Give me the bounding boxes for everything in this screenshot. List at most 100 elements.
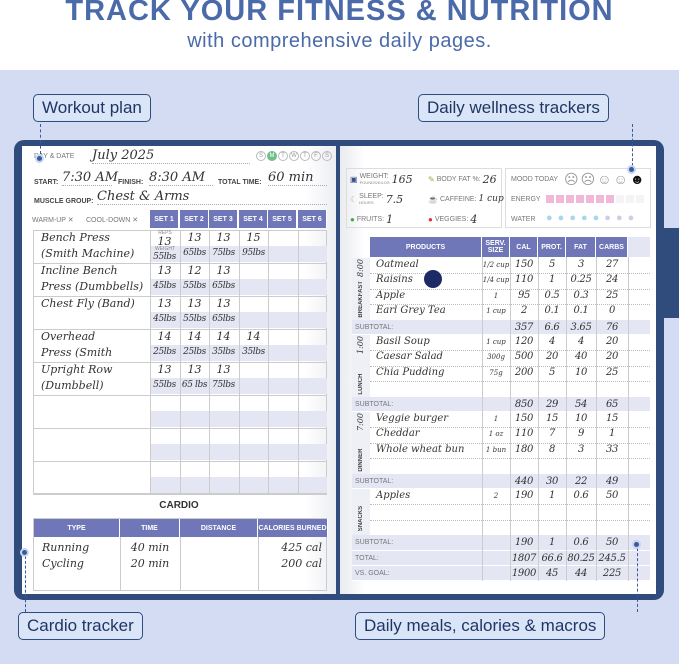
meal-time[interactable]: 7:00	[356, 413, 365, 431]
meal-cell[interactable]: 1 cup	[486, 307, 506, 316]
reps-value[interactable]: 13	[216, 363, 231, 376]
energy-box[interactable]	[626, 195, 634, 203]
water-drop-icon[interactable]: ●	[604, 212, 611, 224]
meal-cell[interactable]: 0.6	[573, 490, 589, 501]
reps-value[interactable]: 14	[246, 330, 261, 343]
mood-face-icon-0[interactable]: ☹	[564, 171, 579, 187]
water-drop-icon[interactable]: ●	[557, 212, 565, 224]
energy-box[interactable]	[546, 195, 554, 203]
meal-cell[interactable]: Apples	[376, 490, 411, 501]
meal-cell[interactable]: 4	[577, 336, 585, 347]
meal-cell[interactable]: 20	[605, 336, 619, 347]
meal-cell[interactable]: 0	[608, 305, 616, 317]
reps-value[interactable]: 13	[216, 297, 231, 310]
meal-cell[interactable]: 1	[548, 490, 556, 501]
meal-cell[interactable]: 1 cup	[486, 338, 506, 346]
energy-box[interactable]	[556, 195, 564, 203]
meal-cell[interactable]: 3	[577, 259, 585, 270]
cardio-cell[interactable]: Running	[42, 541, 90, 554]
meal-cell[interactable]: 0.1	[573, 305, 589, 317]
weight-value[interactable]: 75lbs	[212, 248, 235, 258]
fruits-value[interactable]: 1	[386, 212, 394, 226]
weekday-6[interactable]: S	[322, 151, 332, 161]
meal-cell[interactable]: 1 oz	[488, 430, 504, 439]
meal-cell[interactable]: 27	[605, 259, 619, 270]
weight-value[interactable]: 95lbs	[242, 248, 265, 258]
meal-cell[interactable]: Veggie burger	[376, 413, 449, 424]
meal-cell[interactable]: Cheddar	[376, 428, 420, 440]
subtotal-value[interactable]: 76	[605, 321, 619, 333]
subtotal-value[interactable]: 66.6	[541, 552, 563, 564]
meal-cell[interactable]: 1/4 cup	[482, 276, 510, 285]
subtotal-value[interactable]: 190	[514, 537, 534, 549]
subtotal-value[interactable]: 6.6	[544, 321, 560, 333]
meal-cell[interactable]: Caesar Salad	[376, 351, 443, 363]
subtotal-value[interactable]: 1807	[511, 552, 537, 564]
meal-cell[interactable]: 75g	[489, 368, 503, 377]
subtotal-value[interactable]: 3.65	[570, 321, 592, 333]
cardio-cell[interactable]: 20 min	[130, 557, 170, 570]
weekday-3[interactable]: W	[289, 151, 299, 161]
weight-value[interactable]: 45lbs	[153, 314, 176, 324]
veggies-value[interactable]: 4	[470, 212, 478, 226]
reps-value[interactable]: 13	[216, 231, 231, 244]
meal-cell[interactable]: Oatmeal	[376, 259, 419, 270]
subtotal-value[interactable]: 54	[574, 398, 588, 410]
meal-cell[interactable]: 20	[545, 351, 559, 363]
meal-cell[interactable]: 110	[514, 274, 534, 286]
weight-value[interactable]: 35lbs	[212, 347, 235, 357]
subtotal-value[interactable]: 30	[545, 475, 559, 487]
cardio-cell[interactable]: 200 cal	[281, 557, 322, 570]
water-drop-icon[interactable]: ●	[580, 212, 588, 224]
subtotal-value[interactable]: 1900	[511, 568, 537, 579]
meal-cell[interactable]: 1	[608, 428, 616, 440]
weight-value[interactable]: 165	[391, 172, 413, 186]
subtotal-value[interactable]: 44	[574, 568, 588, 579]
meal-cell[interactable]: 40	[574, 351, 588, 363]
weight-value[interactable]: 55lbs	[183, 314, 206, 324]
meal-cell[interactable]: Whole wheat bun	[376, 443, 465, 455]
meal-cell[interactable]: 2	[520, 305, 528, 317]
energy-box[interactable]	[596, 195, 604, 203]
meal-cell[interactable]: 8	[548, 443, 556, 455]
exercise-name[interactable]: Overhead	[41, 330, 96, 343]
subtotal-value[interactable]: 1	[548, 537, 556, 549]
weight-value[interactable]: 65lbs	[183, 248, 206, 258]
energy-box[interactable]	[566, 195, 574, 203]
exercise-name[interactable]: (Dumbbell)	[41, 379, 104, 392]
subtotal-value[interactable]: 50	[605, 537, 619, 549]
meal-cell[interactable]: 0.3	[573, 289, 589, 301]
meal-cell[interactable]: 10	[574, 413, 588, 424]
weight-value[interactable]: 65lbs	[212, 314, 235, 324]
meal-cell[interactable]: 110	[514, 428, 534, 440]
subtotal-value[interactable]: 29	[545, 398, 559, 410]
meal-time[interactable]: 8:00	[356, 259, 365, 277]
subtotal-value[interactable]: 440	[514, 475, 534, 487]
sleep-value[interactable]: 7.5	[385, 192, 404, 206]
weekday-0[interactable]: S	[256, 151, 266, 161]
meal-cell[interactable]: 190	[514, 490, 534, 501]
exercise-name[interactable]: Bench Press	[41, 231, 110, 244]
meal-cell[interactable]: Chia Pudding	[376, 366, 445, 378]
subtotal-value[interactable]: 22	[574, 475, 588, 487]
exercise-name[interactable]: Incline Bench	[41, 264, 118, 277]
meal-cell[interactable]: 180	[514, 443, 534, 455]
reps-value[interactable]: 13	[187, 231, 202, 244]
weekday-5[interactable]: F	[311, 151, 321, 161]
reps-value[interactable]: 13	[157, 235, 172, 248]
bodyfat-value[interactable]: 26	[482, 172, 497, 186]
exercise-name[interactable]: Press (Smith	[41, 346, 113, 359]
energy-box[interactable]	[616, 195, 624, 203]
subtotal-value[interactable]: 0.6	[573, 537, 589, 549]
subtotal-value[interactable]: 65	[605, 398, 619, 410]
meal-cell[interactable]: 10	[574, 366, 588, 378]
water-drop-icon[interactable]: ●	[627, 212, 635, 224]
mood-face-icon-2[interactable]: ☺	[597, 171, 612, 187]
reps-value[interactable]: 13	[157, 264, 172, 277]
cardio-cell[interactable]: 425 cal	[281, 541, 322, 554]
meal-cell[interactable]: 1	[548, 274, 556, 286]
meal-cell[interactable]: 4	[548, 336, 556, 347]
meal-cell[interactable]: 150	[514, 259, 534, 270]
cardio-cell[interactable]: Cycling	[42, 557, 84, 570]
exercise-name[interactable]: Upright Row	[41, 363, 113, 376]
